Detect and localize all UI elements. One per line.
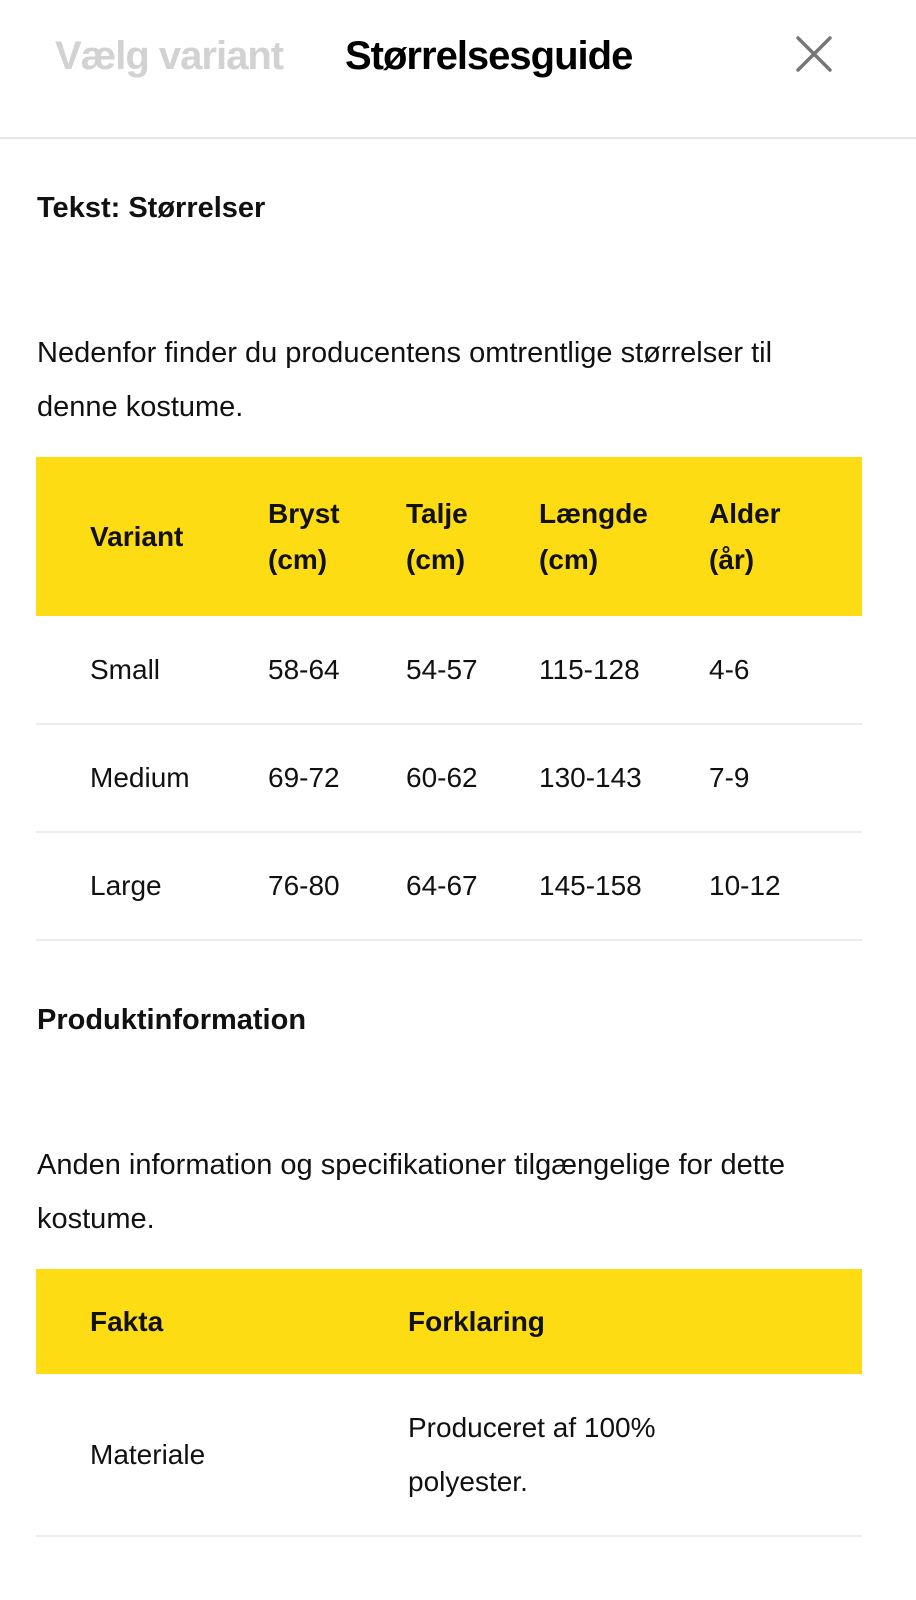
column-header-variant: Variant <box>36 457 268 616</box>
size-table: Variant Bryst (cm) Talje (cm) Længde (cm) A… <box>36 457 862 941</box>
table-row: Large 76-80 64-67 145-158 10-12 <box>36 832 862 941</box>
column-header-fact: Fakta <box>36 1269 408 1374</box>
cell-waist: 54-57 <box>406 616 539 725</box>
column-header-explanation: Forklaring <box>408 1269 862 1374</box>
cell-waist: 64-67 <box>406 832 539 941</box>
tab-size-guide[interactable]: Størrelsesguide <box>345 34 633 78</box>
cell-chest: 76-80 <box>268 832 406 941</box>
cell-chest: 69-72 <box>268 724 406 833</box>
tab-choose-variant[interactable]: Vælg variant <box>55 34 284 78</box>
column-header-chest: Bryst (cm) <box>268 457 406 616</box>
cell-length: 145-158 <box>539 832 709 941</box>
column-header-length: Længde (cm) <box>539 457 709 616</box>
cell-fact: Materiale <box>36 1374 408 1537</box>
table-row: Materiale Produceret af 100% polyester. <box>36 1374 862 1537</box>
cell-variant: Small <box>36 616 268 725</box>
column-header-waist: Talje (cm) <box>406 457 539 616</box>
cell-length: 130-143 <box>539 724 709 833</box>
table-row: Small 58-64 54-57 115-128 4-6 <box>36 616 862 725</box>
sizes-description: Nedenfor finder du producentens omtrentl… <box>37 337 773 423</box>
close-icon <box>796 36 832 72</box>
modal-header: Vælg variant Størrelsesguide <box>0 0 916 139</box>
close-button[interactable] <box>794 36 834 72</box>
product-table: Fakta Forklaring Materiale Produceret af… <box>36 1269 862 1537</box>
cell-explanation: Produceret af 100% polyester. <box>408 1374 862 1537</box>
cell-chest: 58-64 <box>268 616 406 725</box>
cell-age: 4-6 <box>709 616 862 725</box>
cell-age: 10-12 <box>709 832 862 941</box>
table-row: Medium 69-72 60-62 130-143 7-9 <box>36 724 862 833</box>
column-header-age: Alder (år) <box>709 457 862 616</box>
product-description: Anden information og specifikationer til… <box>37 1149 786 1235</box>
cell-length: 115-128 <box>539 616 709 725</box>
cell-variant: Large <box>36 832 268 941</box>
sizes-title: Tekst: Størrelser <box>37 192 266 224</box>
cell-waist: 60-62 <box>406 724 539 833</box>
cell-age: 7-9 <box>709 724 862 833</box>
cell-variant: Medium <box>36 724 268 833</box>
product-title: Produktinformation <box>37 1004 307 1036</box>
